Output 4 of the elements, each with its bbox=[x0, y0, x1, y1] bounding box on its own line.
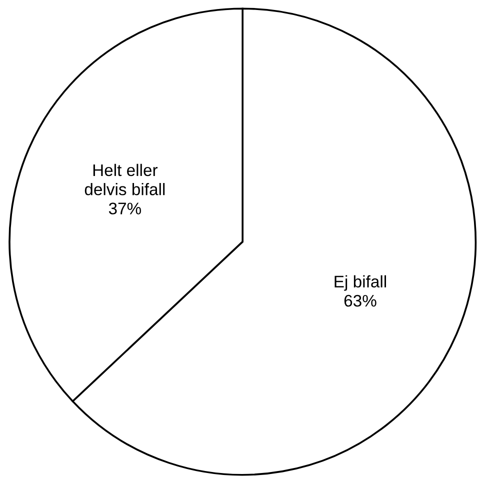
slice-label: Helt eller delvis bifall bbox=[84, 164, 165, 196]
data-label: 63% bbox=[344, 294, 376, 307]
data-label: 37% bbox=[108, 202, 142, 214]
slice-label: Ej bifall bbox=[334, 275, 386, 291]
